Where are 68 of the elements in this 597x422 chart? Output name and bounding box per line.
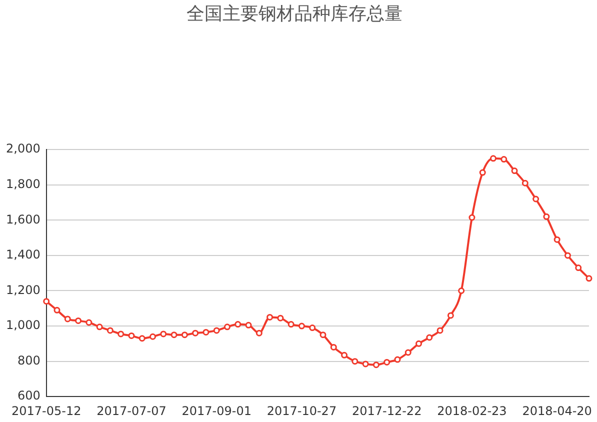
point — [128, 332, 135, 339]
point — [330, 344, 337, 350]
x-tick-label: 2017-12-22 — [352, 404, 422, 418]
point — [436, 327, 444, 334]
point — [522, 180, 528, 186]
y-tick-label: 1,600 — [6, 212, 40, 226]
point — [64, 316, 71, 322]
point — [511, 168, 518, 174]
point — [245, 322, 252, 328]
x-tick-label: 2017-05-12 — [11, 404, 82, 418]
y-tick-label: 1,400 — [6, 248, 40, 262]
point — [426, 334, 433, 341]
y-tick-label: 800 — [17, 353, 40, 368]
point — [54, 306, 60, 314]
x-tick-label: 2018-02-23 — [437, 404, 507, 418]
point — [181, 332, 188, 338]
x-tick-label: 2017-10-27 — [266, 404, 337, 418]
point — [106, 327, 114, 334]
point — [234, 321, 242, 328]
x-tick-label: 2018-04-20 — [522, 404, 592, 418]
point — [341, 352, 348, 358]
y-tick-label: 1,200 — [6, 282, 40, 297]
point — [404, 349, 412, 356]
point — [447, 312, 454, 319]
point — [458, 287, 465, 294]
point — [394, 356, 401, 363]
point — [75, 317, 82, 324]
point — [277, 314, 284, 322]
point — [96, 324, 103, 330]
point — [532, 196, 540, 202]
point — [543, 213, 550, 220]
point — [266, 314, 274, 320]
point — [564, 252, 571, 259]
point — [352, 358, 358, 365]
point — [320, 332, 326, 338]
point — [586, 275, 592, 282]
point — [213, 327, 220, 334]
point — [554, 236, 560, 243]
point — [202, 328, 210, 336]
point — [170, 332, 178, 338]
point — [43, 298, 50, 305]
point — [500, 156, 508, 163]
point — [224, 324, 230, 330]
point — [160, 330, 167, 338]
point — [192, 330, 199, 336]
point — [256, 330, 262, 336]
point — [575, 264, 582, 272]
point — [384, 358, 390, 366]
x-tick-label: 2017-07-07 — [96, 404, 166, 418]
point — [118, 330, 124, 338]
point — [298, 322, 305, 330]
y-tick-label: 1,800 — [6, 177, 40, 192]
point — [372, 362, 380, 368]
point — [479, 169, 486, 176]
point — [490, 155, 496, 162]
point — [138, 335, 146, 342]
point — [86, 319, 92, 326]
point — [416, 340, 422, 347]
chart-title: 全国主要钢材品种库存总量 — [186, 3, 402, 24]
point — [468, 214, 476, 221]
y-tick-label: 2,000 — [6, 142, 40, 156]
point — [150, 333, 156, 340]
x-tick-label: 2017-09-01 — [182, 404, 252, 418]
y-tick-label: 1,000 — [6, 318, 40, 332]
point — [309, 324, 316, 332]
point — [362, 360, 369, 368]
y-tick-label: 600 — [17, 388, 40, 403]
point — [288, 321, 294, 328]
